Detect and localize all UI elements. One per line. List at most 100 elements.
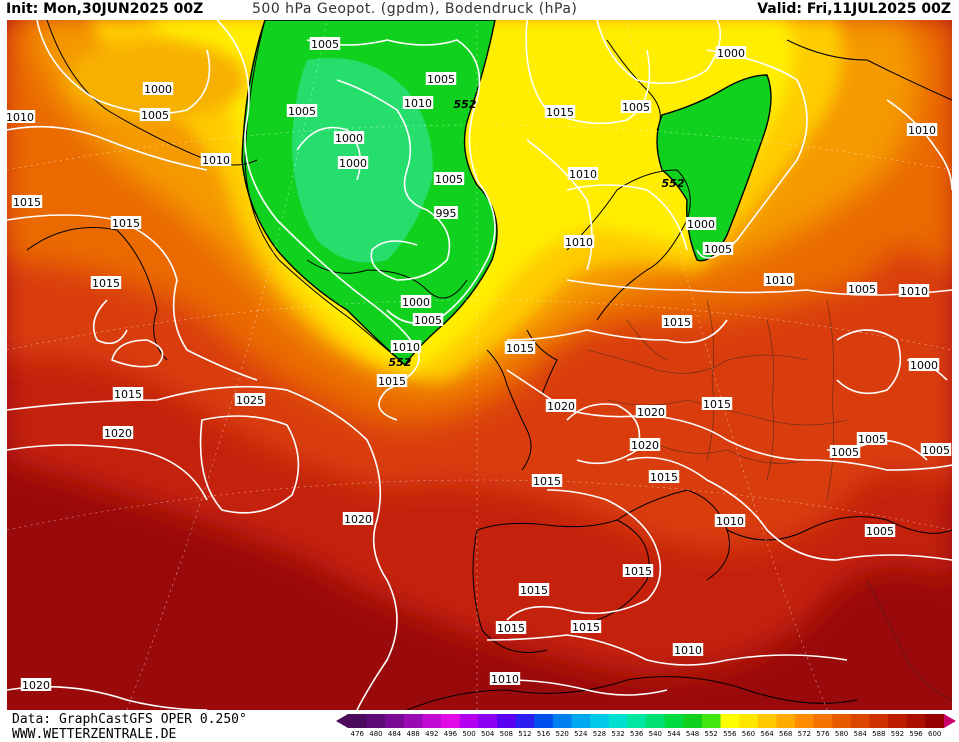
isobar-label-bg <box>714 514 746 527</box>
isobar-label-bg <box>661 315 693 328</box>
isobar-label: 1005 <box>864 524 896 538</box>
isobar-label-text: 1010 <box>908 124 936 137</box>
isobar-label: 1005 <box>856 432 888 446</box>
isobar-label: 1015 <box>504 341 536 355</box>
isobar-label: 1010 <box>906 123 938 137</box>
isobar-label-bg <box>337 156 369 169</box>
isobar-label-bg <box>846 282 878 295</box>
legend-tick-label: 564 <box>760 730 774 738</box>
legend-swatch <box>478 714 498 728</box>
isobar-label-text: 1005 <box>848 283 876 296</box>
legend-swatch <box>366 714 386 728</box>
isobar-label-bg <box>504 341 536 354</box>
isobar-label-text: 1015 <box>663 316 691 329</box>
legend-swatch <box>441 714 461 728</box>
isobar-label: 1015 <box>112 387 144 401</box>
legend-tick-label: 576 <box>816 730 830 738</box>
legend-tick-label: 528 <box>592 730 607 738</box>
isobar-label: 1015 <box>544 105 576 119</box>
isobar-label: 995 <box>434 206 458 220</box>
isobar-label: 1010 <box>567 167 599 181</box>
legend-tick-label: 504 <box>481 730 495 738</box>
isobar-label-text: 1000 <box>144 83 172 96</box>
isobar-label-bg <box>495 621 527 634</box>
isobar-label-text: 1005 <box>831 446 859 459</box>
legend-tick-label: 584 <box>853 730 867 738</box>
legend-tick-label: 540 <box>648 730 662 738</box>
legend-tick-label: 500 <box>462 730 476 738</box>
isobar-label-bg <box>622 564 654 577</box>
isobar-label-bg <box>20 678 52 691</box>
isobar-label: 1015 <box>648 470 680 484</box>
isobar-label-text: 1015 <box>114 388 142 401</box>
isobar-label-bg <box>908 358 940 371</box>
isobar-label-bg <box>142 82 174 95</box>
isobar-label: 1015 <box>11 195 43 209</box>
isobar-label: 1005 <box>412 313 444 327</box>
geopotential-labels: 552 552 552 <box>389 98 685 369</box>
isobar-label-text: 1015 <box>650 471 678 484</box>
isobar-label-text: 1000 <box>910 359 938 372</box>
legend-swatch <box>888 714 908 728</box>
map-header: Init: Mon,30JUN2025 00Z 500 hPa Geopot. … <box>0 0 959 20</box>
legend-swatch <box>850 714 870 728</box>
isobar-label-text: 1020 <box>631 439 659 452</box>
isobar-label: 1020 <box>102 426 134 440</box>
isobar-label: 1015 <box>701 397 733 411</box>
isobar-label-bg <box>567 167 599 180</box>
valid-time-label: Valid: Fri,11JUL2025 00Z <box>757 1 951 17</box>
isobar-label-text: 1020 <box>637 406 665 419</box>
legend-tick-label: 480 <box>369 730 383 738</box>
isobar-label-bg <box>11 195 43 208</box>
legend-swatch <box>906 714 926 728</box>
legend-tick-label: 496 <box>443 730 458 738</box>
isobar-label-text: 1015 <box>112 217 140 230</box>
geopotential-field <box>7 20 952 710</box>
isobar-label: 1010 <box>200 153 232 167</box>
legend-swatch <box>795 714 815 728</box>
isobar-label-bg <box>390 340 422 353</box>
isobar-label-text: 1015 <box>92 277 120 290</box>
legend-swatch <box>515 714 535 728</box>
isobar-label-bg <box>701 397 733 410</box>
legend-tick-label: 488 <box>406 730 420 738</box>
legend-tick-label: 596 <box>909 730 923 738</box>
isobar-label-text: 1010 <box>565 236 593 249</box>
isobar-label-text: 1015 <box>520 584 548 597</box>
legend-tick-label: 580 <box>834 730 849 738</box>
legend-tick-label: 516 <box>536 730 551 738</box>
legend-swatch <box>720 714 740 728</box>
isobar-label-text: 1000 <box>402 296 430 309</box>
legend-swatch <box>646 714 666 728</box>
map-title: 500 hPa Geopot. (gpdm), Bodendruck (hPa) <box>252 1 578 17</box>
isobar-label-text: 1015 <box>378 375 406 388</box>
isobar-label: 1020 <box>629 438 661 452</box>
legend-tick-label: 592 <box>890 730 905 738</box>
isobar-label-bg <box>139 108 171 121</box>
isobar-label-bg <box>920 443 952 456</box>
geopotential-label: 552 <box>389 356 412 369</box>
isobar-label: 1005 <box>829 445 861 459</box>
isobar-label-bg <box>629 438 661 451</box>
isobar-label-text: 1020 <box>104 427 132 440</box>
isobar-label: 1000 <box>142 82 174 96</box>
legend-tick-label: 548 <box>685 730 700 738</box>
legend-swatch <box>701 714 721 728</box>
isobar-label: 1010 <box>898 284 930 298</box>
legend-tick-label: 476 <box>350 730 364 738</box>
isobar-label-text: 1005 <box>141 109 169 122</box>
isobar-label: 1000 <box>908 358 940 372</box>
isobar-label-bg <box>425 72 457 85</box>
isobar-label-text: 995 <box>436 207 457 220</box>
isobar-label: 1010 <box>390 340 422 354</box>
isobar-label-text: 1015 <box>703 398 731 411</box>
isobar-label-text: 1005 <box>622 101 650 114</box>
isobar-label-bg <box>7 110 36 123</box>
legend-swatch <box>776 714 796 728</box>
isobar-label: 1000 <box>333 131 365 145</box>
isobar-label-bg <box>102 426 134 439</box>
isobar-label-text: 1005 <box>427 73 455 86</box>
isobar-label: 1015 <box>570 620 602 634</box>
isobar-label-bg <box>234 393 266 406</box>
isobar-label-text: 1020 <box>344 513 372 526</box>
